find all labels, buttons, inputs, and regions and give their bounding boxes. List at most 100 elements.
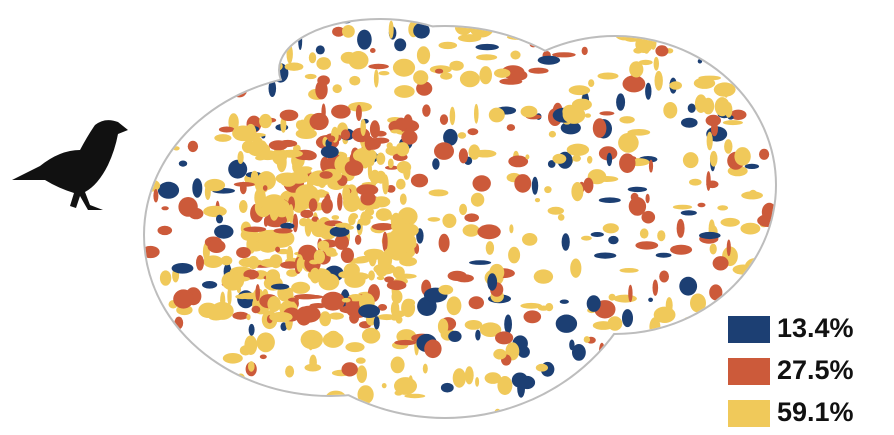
map-patch bbox=[598, 146, 618, 161]
map-patch bbox=[329, 226, 350, 237]
map-patch bbox=[615, 29, 635, 41]
map-patch bbox=[751, 91, 761, 98]
map-patch bbox=[680, 210, 697, 216]
map-patch bbox=[616, 93, 626, 111]
map-patch bbox=[177, 75, 183, 84]
legend-label: 59.1% bbox=[777, 397, 854, 427]
map-patch bbox=[472, 175, 491, 192]
map-patch bbox=[161, 206, 169, 211]
map-patch bbox=[627, 186, 648, 193]
map-patch bbox=[205, 89, 214, 108]
map-patch bbox=[547, 206, 564, 215]
map-patch bbox=[360, 119, 367, 136]
map-patch bbox=[597, 72, 619, 80]
map-patch bbox=[588, 79, 595, 87]
map-patch bbox=[356, 184, 379, 196]
map-patch bbox=[357, 385, 374, 404]
map-patch bbox=[275, 246, 281, 253]
map-patch bbox=[361, 327, 381, 344]
map-patch bbox=[683, 371, 708, 385]
map-patch bbox=[220, 255, 233, 266]
map-patch bbox=[299, 294, 324, 299]
map-patch bbox=[197, 31, 215, 46]
map-patch bbox=[332, 84, 342, 94]
map-patch bbox=[654, 70, 663, 91]
map-patch bbox=[392, 58, 416, 77]
map-patch bbox=[435, 68, 444, 74]
map-patch bbox=[146, 147, 161, 152]
map-patch bbox=[387, 158, 394, 169]
map-patch bbox=[608, 293, 616, 301]
map-patch bbox=[622, 75, 646, 93]
map-patch bbox=[161, 393, 166, 405]
map-patch bbox=[464, 320, 483, 330]
map-patch bbox=[569, 339, 575, 351]
map-patch bbox=[348, 214, 356, 226]
map-patch bbox=[184, 378, 193, 388]
map-patch bbox=[382, 231, 388, 252]
map-patch bbox=[733, 32, 747, 53]
map-patch bbox=[718, 382, 725, 390]
map-patch bbox=[443, 128, 458, 146]
map-patch bbox=[285, 365, 295, 378]
map-patch bbox=[321, 291, 345, 311]
map-patch bbox=[214, 224, 234, 239]
map-patch bbox=[157, 225, 173, 236]
map-patch bbox=[759, 262, 766, 282]
map-patch bbox=[442, 213, 457, 228]
map-patch bbox=[395, 273, 417, 279]
map-patch bbox=[340, 247, 354, 263]
map-patch bbox=[653, 362, 675, 375]
map-patch bbox=[586, 295, 601, 312]
legend-label: 27.5% bbox=[777, 355, 854, 385]
map-patch bbox=[356, 223, 361, 231]
map-patch bbox=[148, 96, 155, 105]
map-patch bbox=[509, 224, 514, 234]
map-patch bbox=[187, 383, 195, 398]
map-patch bbox=[724, 102, 733, 118]
map-patch bbox=[187, 140, 199, 153]
map-patch bbox=[741, 295, 752, 311]
map-patch bbox=[337, 192, 343, 211]
map-patch bbox=[239, 345, 252, 356]
map-patch bbox=[237, 151, 244, 164]
map-patch bbox=[159, 270, 172, 286]
map-patch bbox=[474, 103, 479, 124]
map-patch bbox=[183, 97, 192, 106]
map-patch bbox=[709, 284, 723, 301]
map-patch bbox=[523, 310, 542, 324]
map-patch bbox=[750, 281, 765, 297]
map-patch bbox=[510, 50, 521, 60]
map-patch bbox=[233, 182, 255, 187]
map-patch bbox=[186, 62, 205, 76]
map-patch bbox=[676, 218, 685, 238]
map-patch bbox=[157, 181, 180, 199]
map-patch bbox=[699, 231, 721, 240]
map-patch bbox=[292, 159, 301, 174]
map-patch bbox=[628, 346, 653, 361]
map-patch bbox=[599, 111, 615, 116]
map-patch bbox=[561, 233, 570, 251]
map-patch bbox=[338, 157, 344, 163]
map-patch bbox=[394, 238, 417, 251]
map-patch bbox=[318, 273, 340, 291]
map-patch bbox=[437, 318, 449, 335]
map-patch bbox=[566, 143, 590, 156]
map-patch bbox=[497, 376, 513, 395]
map-patch bbox=[388, 20, 394, 39]
map-patch bbox=[519, 375, 536, 390]
map-patch bbox=[514, 174, 532, 193]
map-patch bbox=[377, 304, 388, 311]
map-patch bbox=[438, 41, 458, 50]
map-patch bbox=[328, 312, 344, 320]
map-patch bbox=[479, 66, 493, 85]
map-patch bbox=[255, 284, 260, 302]
map-patch bbox=[316, 57, 332, 70]
map-patch bbox=[624, 365, 638, 380]
map-patch bbox=[323, 248, 333, 253]
map-patch bbox=[548, 130, 557, 138]
map-patch bbox=[340, 129, 351, 140]
map-patch bbox=[223, 58, 244, 76]
map-patch bbox=[268, 79, 277, 97]
map-patch bbox=[587, 155, 593, 164]
